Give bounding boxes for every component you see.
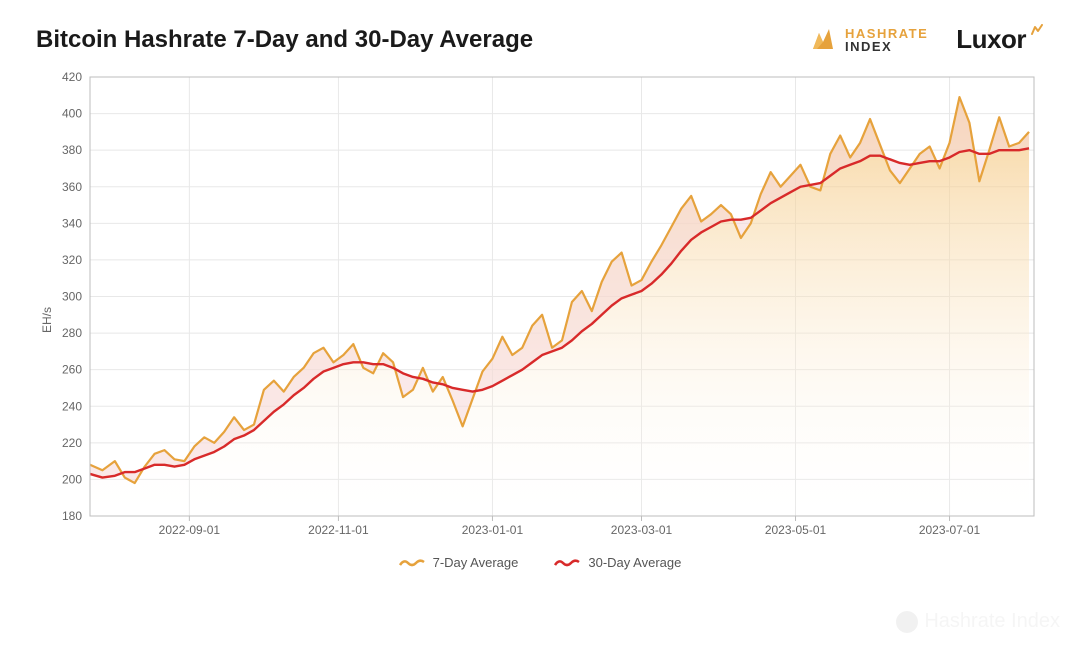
svg-text:360: 360 <box>62 180 82 194</box>
svg-text:420: 420 <box>62 70 82 84</box>
y-axis-label: EH/s <box>40 306 54 332</box>
svg-text:280: 280 <box>62 326 82 340</box>
legend-label-30day: 30-Day Average <box>588 555 681 570</box>
hashrate-index-icon <box>809 27 837 53</box>
luxor-spark-icon <box>1030 24 1044 36</box>
svg-text:180: 180 <box>62 509 82 523</box>
chart-title: Bitcoin Hashrate 7-Day and 30-Day Averag… <box>36 26 533 54</box>
svg-text:240: 240 <box>62 399 82 413</box>
chart-svg: 180 200 220 240 260 280 300 320 340 360 380 400 420 2… <box>36 67 1044 572</box>
legend-item-30day: 30-Day Average <box>554 555 681 570</box>
svg-text:400: 400 <box>62 107 82 121</box>
header: Bitcoin Hashrate 7-Day and 30-Day Averag… <box>36 24 1044 55</box>
svg-text:300: 300 <box>62 290 82 304</box>
svg-text:320: 320 <box>62 253 82 267</box>
svg-text:2023-01-01: 2023-01-01 <box>462 523 524 537</box>
svg-text:260: 260 <box>62 363 82 377</box>
watermark-icon <box>896 611 918 633</box>
legend: 7-Day Average 30-Day Average <box>36 555 1044 570</box>
hashrate-index-text: HASHRATE INDEX <box>845 27 928 53</box>
hashrate-index-logo: HASHRATE INDEX <box>809 27 928 53</box>
svg-text:200: 200 <box>62 472 82 486</box>
luxor-logo: Luxor <box>956 24 1044 55</box>
chart-container: Bitcoin Hashrate 7-Day and 30-Day Averag… <box>0 0 1080 647</box>
legend-item-7day: 7-Day Average <box>399 555 519 570</box>
svg-text:2022-09-01: 2022-09-01 <box>159 523 221 537</box>
legend-label-7day: 7-Day Average <box>433 555 519 570</box>
svg-text:2022-11-01: 2022-11-01 <box>308 523 369 537</box>
legend-swatch-7day <box>399 558 425 568</box>
svg-text:2023-07-01: 2023-07-01 <box>919 523 981 537</box>
svg-text:2023-05-01: 2023-05-01 <box>765 523 827 537</box>
svg-text:2023-03-01: 2023-03-01 <box>611 523 673 537</box>
svg-text:380: 380 <box>62 143 82 157</box>
watermark-text: Hashrate Index <box>924 610 1060 633</box>
svg-text:220: 220 <box>62 436 82 450</box>
brand-row: HASHRATE INDEX Luxor <box>809 24 1044 55</box>
chart-area: EH/s 180 200 220 240 260 280 300 320 340 360 380 40… <box>36 67 1044 572</box>
legend-swatch-30day <box>554 558 580 568</box>
svg-text:340: 340 <box>62 216 82 230</box>
watermark: Hashrate Index <box>896 610 1060 633</box>
